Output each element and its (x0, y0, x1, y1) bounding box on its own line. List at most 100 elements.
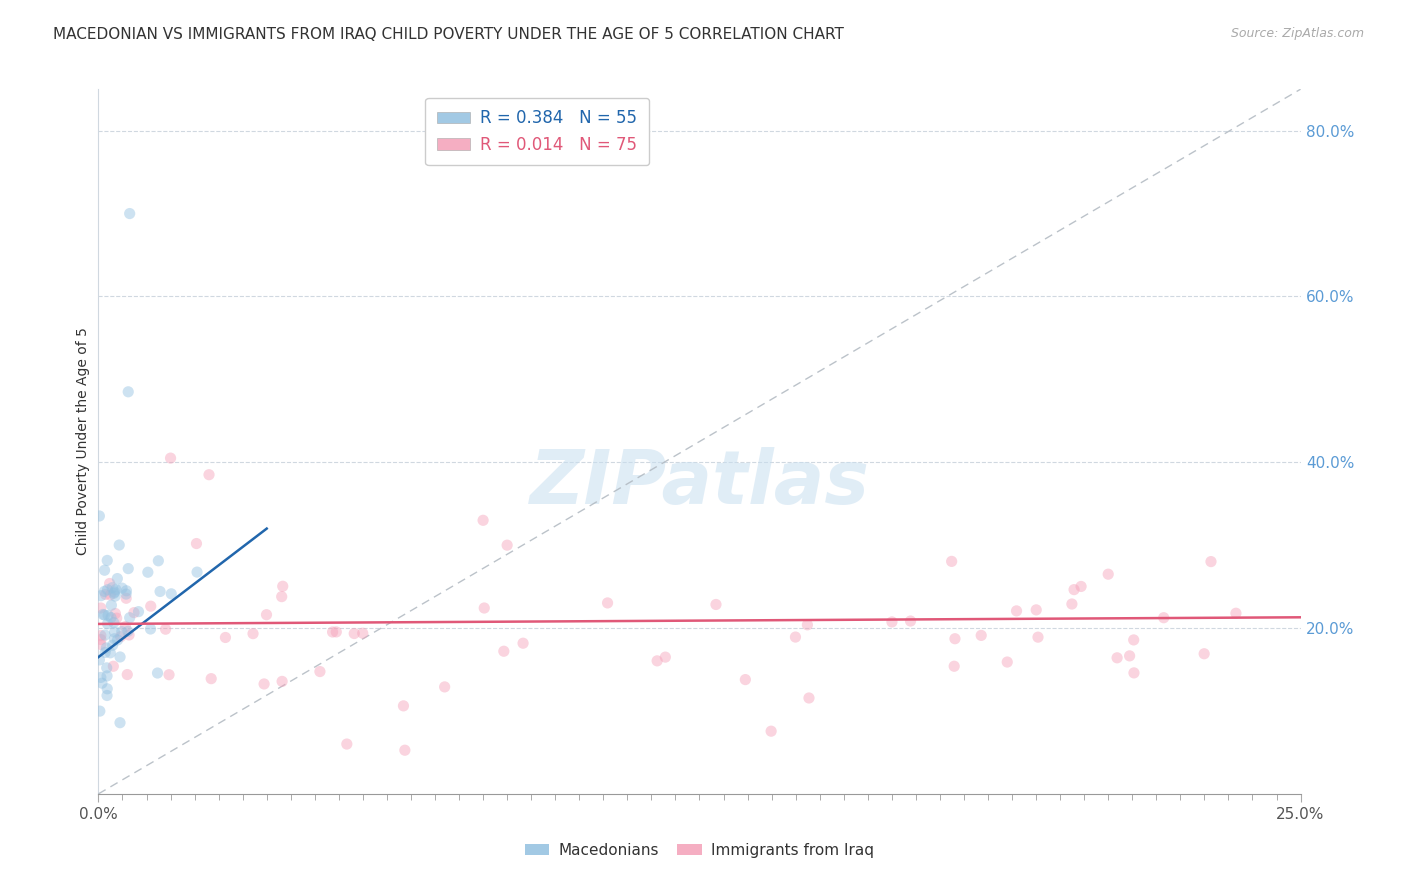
Point (1107, 650, 1129, 665)
Point (105, 611, 128, 625)
Point (90, 632, 112, 647)
Point (352, 626, 374, 640)
Point (89, 508, 111, 523)
Point (118, 628, 141, 642)
Point (115, 583, 138, 598)
Point (94, 587, 117, 601)
Point (943, 632, 966, 646)
Point (101, 638, 124, 652)
Point (128, 605, 150, 619)
Point (96, 681, 118, 696)
Y-axis label: Child Poverty Under the Age of 5: Child Poverty Under the Age of 5 (76, 327, 90, 556)
Point (117, 667, 139, 681)
Point (105, 572, 128, 586)
Point (103, 632, 125, 646)
Point (90, 589, 112, 603)
Point (100, 598, 122, 612)
Point (104, 589, 127, 603)
Point (96, 582, 118, 597)
Point (1026, 630, 1049, 644)
Point (325, 624, 347, 639)
Point (122, 606, 145, 620)
Point (1097, 567, 1119, 582)
Point (900, 614, 922, 628)
Point (271, 674, 294, 689)
Point (89, 653, 111, 667)
Point (90, 670, 112, 684)
Point (117, 624, 139, 639)
Point (107, 632, 129, 647)
Point (110, 630, 132, 644)
Point (94, 628, 117, 642)
Point (256, 607, 278, 622)
Point (101, 581, 124, 595)
Point (343, 626, 366, 640)
Point (96, 640, 118, 655)
Point (394, 743, 416, 757)
Point (111, 581, 134, 595)
Point (271, 579, 294, 593)
Point (596, 596, 619, 610)
Point (322, 625, 344, 640)
Point (100, 610, 122, 624)
Point (1118, 648, 1140, 663)
Point (1123, 665, 1146, 680)
Point (512, 636, 534, 650)
Point (941, 554, 963, 568)
Point (91, 676, 114, 690)
Point (645, 654, 668, 668)
Point (472, 601, 495, 615)
Point (1070, 579, 1092, 593)
Point (108, 538, 131, 552)
Legend: Macedonians, Immigrants from Iraq: Macedonians, Immigrants from Iraq (519, 837, 880, 863)
Point (433, 680, 456, 694)
Point (1063, 582, 1085, 597)
Point (90, 601, 112, 615)
Point (734, 673, 756, 687)
Point (309, 665, 332, 679)
Point (759, 724, 782, 739)
Point (160, 587, 183, 601)
Point (91, 607, 114, 622)
Point (496, 538, 519, 552)
Point (136, 566, 159, 580)
Point (93, 584, 115, 599)
Point (704, 598, 727, 612)
Text: MACEDONIAN VS IMMIGRANTS FROM IRAQ CHILD POVERTY UNDER THE AGE OF 5 CORRELATION : MACEDONIAN VS IMMIGRANTS FROM IRAQ CHILD… (53, 27, 844, 42)
Point (115, 591, 138, 606)
Point (1225, 606, 1247, 620)
Point (1005, 604, 1028, 618)
Point (214, 631, 236, 645)
Point (108, 650, 131, 665)
Point (392, 698, 415, 713)
Point (492, 644, 515, 658)
Point (111, 624, 134, 639)
Point (186, 536, 208, 550)
Point (93, 563, 115, 577)
Point (1153, 611, 1175, 625)
Point (970, 628, 993, 642)
Point (98, 646, 121, 660)
Text: ZIPatlas: ZIPatlas (530, 447, 869, 520)
Point (186, 565, 208, 579)
Point (1192, 647, 1215, 661)
Point (89, 704, 111, 718)
Point (117, 384, 139, 399)
Point (96, 689, 118, 703)
Point (785, 630, 807, 644)
Point (94, 645, 117, 659)
Point (1122, 632, 1144, 647)
Point (253, 677, 276, 691)
Point (96, 616, 118, 631)
Point (139, 599, 162, 614)
Point (108, 715, 131, 730)
Point (155, 622, 177, 636)
Point (103, 586, 125, 600)
Point (96, 661, 118, 675)
Point (90, 638, 112, 652)
Point (157, 667, 180, 681)
Point (943, 659, 966, 673)
Point (242, 626, 264, 640)
Point (98, 576, 121, 591)
Point (797, 691, 820, 706)
